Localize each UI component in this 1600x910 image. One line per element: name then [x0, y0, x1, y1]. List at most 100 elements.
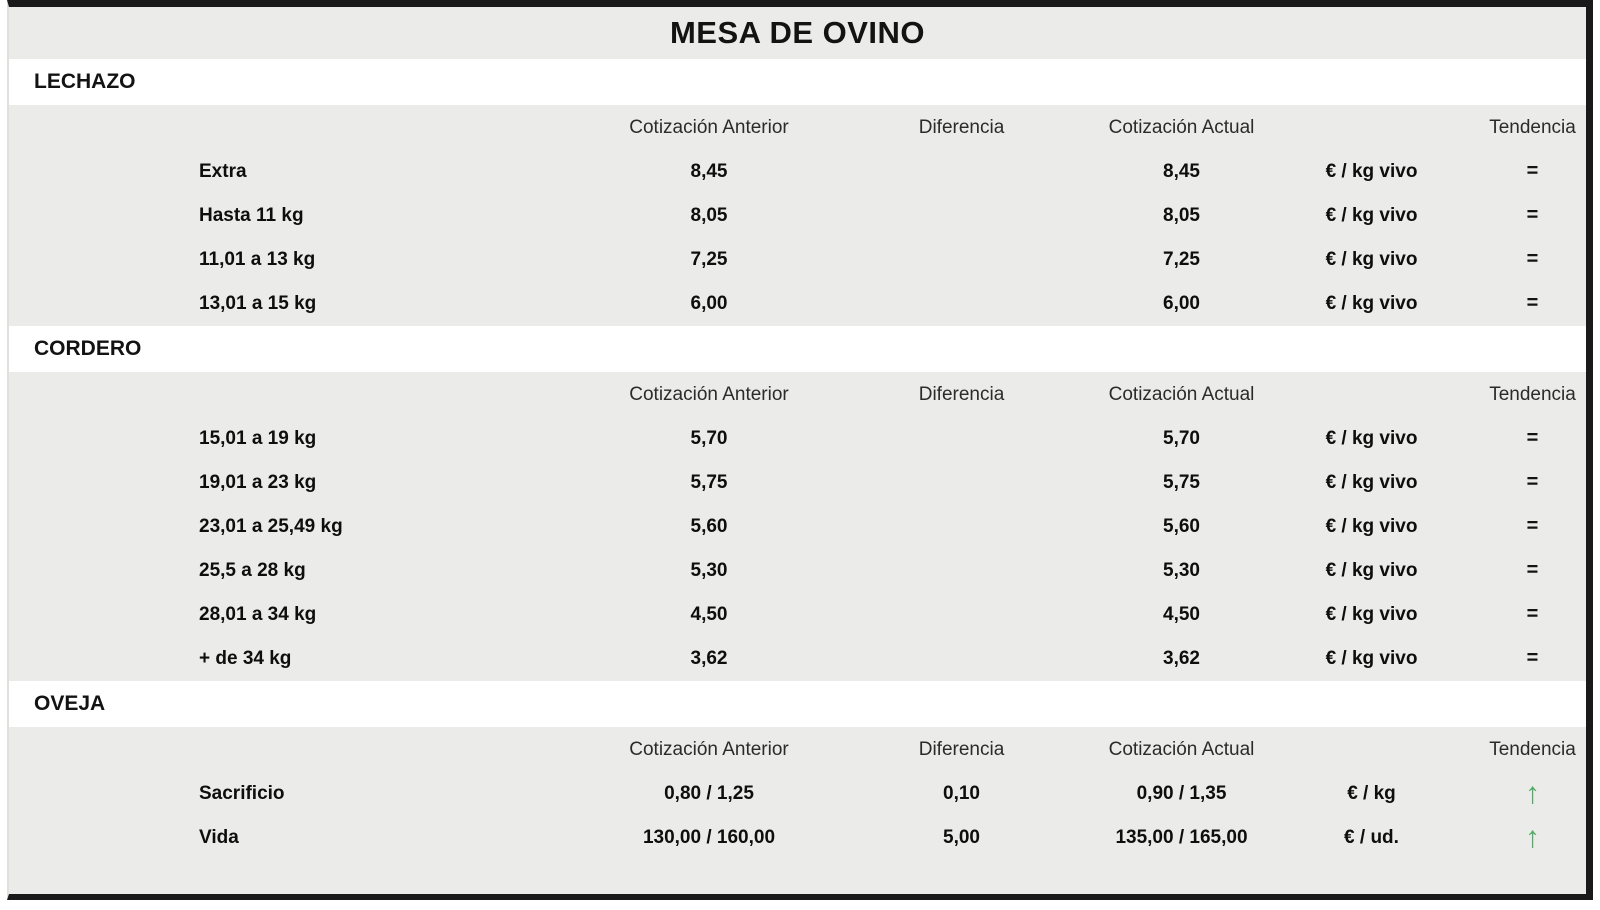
column-header-tendencia: Tendencia	[1489, 383, 1576, 405]
column-header-actual: Cotización Actual	[1108, 116, 1255, 138]
cell-cotizacion-actual: 5,60	[1163, 516, 1200, 537]
trend-equal-icon: =	[1526, 204, 1539, 226]
cell-cotizacion-actual: 5,75	[1163, 472, 1200, 493]
table-row: + de 34 kg 3,62 3,62 € / kg vivo =	[9, 637, 1586, 681]
row-label: Vida	[199, 827, 239, 848]
trend-equal-icon: =	[1526, 471, 1539, 493]
cell-tendencia: =	[1479, 560, 1586, 582]
trend-equal-icon: =	[1526, 559, 1539, 581]
cell-cotizacion-anterior: 130,00 / 160,00	[642, 827, 776, 848]
cell-cotizacion-actual: 7,25	[1163, 249, 1200, 270]
section-body: Cotización Anterior Diferencia Cotización …	[9, 727, 1586, 892]
column-header-row: Cotización Anterior Diferencia Cotización …	[9, 727, 1586, 772]
cell-cotizacion-anterior: 5,30	[690, 560, 728, 581]
cell-cotizacion-anterior: 8,45	[690, 161, 728, 182]
table-row: Extra 8,45 8,45 € / kg vivo =	[9, 150, 1586, 194]
cell-tendencia: =	[1479, 472, 1586, 494]
cell-cotizacion-actual: 135,00 / 165,00	[1115, 827, 1248, 848]
cell-tendencia: =	[1479, 604, 1586, 626]
section-body: Cotización Anterior Diferencia Cotización …	[9, 105, 1586, 326]
cell-tendencia: =	[1479, 205, 1586, 227]
trend-equal-icon: =	[1526, 292, 1539, 314]
column-header-tendencia: Tendencia	[1489, 116, 1576, 138]
trend-equal-icon: =	[1526, 647, 1539, 669]
cell-unit: € / ud.	[1344, 827, 1399, 848]
section-band: OVEJA	[9, 681, 1586, 727]
cell-unit: € / kg vivo	[1325, 472, 1418, 493]
mesa-de-ovino-table: MESA DE OVINO LECHAZO Cotización Anterior…	[7, 0, 1593, 900]
page-title: MESA DE OVINO	[669, 15, 926, 50]
cell-unit: € / kg vivo	[1325, 249, 1418, 270]
cell-cotizacion-actual: 5,30	[1163, 560, 1200, 581]
cell-cotizacion-anterior: 3,62	[690, 648, 728, 669]
trend-up-icon: ↑	[1525, 777, 1540, 810]
row-label: Extra	[199, 161, 247, 182]
row-label: 25,5 a 28 kg	[199, 560, 306, 581]
row-label: 11,01 a 13 kg	[199, 249, 316, 270]
trend-equal-icon: =	[1526, 515, 1539, 537]
trend-equal-icon: =	[1526, 160, 1539, 182]
sections-container: LECHAZO Cotización Anterior Diferencia Coti…	[9, 59, 1586, 892]
column-header-diferencia: Diferencia	[918, 116, 1005, 138]
section-lechazo: LECHAZO Cotización Anterior Diferencia Coti…	[9, 59, 1586, 326]
cell-unit: € / kg vivo	[1325, 205, 1418, 226]
section-body: Cotización Anterior Diferencia Cotización …	[9, 372, 1586, 681]
trend-equal-icon: =	[1526, 248, 1539, 270]
cell-tendencia: =	[1479, 516, 1586, 538]
table-row: 28,01 a 34 kg 4,50 4,50 € / kg vivo =	[9, 593, 1586, 637]
cell-cotizacion-anterior: 4,50	[690, 604, 728, 625]
column-header-row: Cotización Anterior Diferencia Cotización …	[9, 105, 1586, 150]
cell-tendencia: =	[1479, 648, 1586, 670]
trend-equal-icon: =	[1526, 427, 1539, 449]
cell-cotizacion-actual: 8,05	[1163, 205, 1200, 226]
row-label: Hasta 11 kg	[199, 205, 304, 226]
title-row: MESA DE OVINO	[9, 7, 1586, 59]
column-header-diferencia: Diferencia	[918, 383, 1005, 405]
column-header-row: Cotización Anterior Diferencia Cotización …	[9, 372, 1586, 417]
trend-equal-icon: =	[1526, 603, 1539, 625]
cell-tendencia: =	[1479, 161, 1586, 183]
cell-unit: € / kg vivo	[1325, 648, 1418, 669]
column-header-diferencia: Diferencia	[918, 738, 1005, 760]
cell-tendencia: =	[1479, 428, 1586, 450]
column-header-anterior: Cotización Anterior	[629, 116, 789, 138]
row-label: 15,01 a 19 kg	[199, 428, 317, 449]
cell-cotizacion-actual: 0,90 / 1,35	[1136, 783, 1227, 804]
section-band: CORDERO	[9, 326, 1586, 372]
cell-cotizacion-anterior: 7,25	[690, 249, 728, 270]
cell-tendencia: =	[1479, 293, 1586, 315]
cell-cotizacion-anterior: 8,05	[690, 205, 728, 226]
cell-cotizacion-actual: 3,62	[1163, 648, 1200, 669]
trend-up-icon: ↑	[1525, 821, 1540, 854]
table-row: 23,01 a 25,49 kg 5,60 5,60 € / kg vivo =	[9, 505, 1586, 549]
cell-cotizacion-anterior: 0,80 / 1,25	[664, 783, 754, 804]
section-title: OVEJA	[34, 692, 106, 715]
table-row: Vida 130,00 / 160,00 5,00 135,00 / 165,00 € …	[9, 816, 1586, 860]
cell-cotizacion-actual: 4,50	[1163, 604, 1200, 625]
row-label: Sacrificio	[199, 783, 285, 804]
cell-unit: € / kg vivo	[1325, 604, 1418, 625]
row-label: 19,01 a 23 kg	[199, 472, 317, 493]
section-band: LECHAZO	[9, 59, 1586, 105]
cell-cotizacion-anterior: 5,70	[690, 428, 728, 449]
table-row: 19,01 a 23 kg 5,75 5,75 € / kg vivo =	[9, 461, 1586, 505]
cell-cotizacion-actual: 6,00	[1163, 293, 1200, 314]
cell-unit: € / kg vivo	[1325, 560, 1418, 581]
section-cordero: CORDERO Cotización Anterior Diferencia Coti…	[9, 326, 1586, 681]
cell-diferencia: 5,00	[943, 827, 980, 848]
row-label: 28,01 a 34 kg	[199, 604, 317, 625]
table-row: 25,5 a 28 kg 5,30 5,30 € / kg vivo =	[9, 549, 1586, 593]
row-label: 13,01 a 15 kg	[199, 293, 317, 314]
column-header-anterior: Cotización Anterior	[629, 383, 789, 405]
cell-cotizacion-actual: 8,45	[1163, 161, 1200, 182]
cell-cotizacion-anterior: 5,75	[690, 472, 728, 493]
table-row: Hasta 11 kg 8,05 8,05 € / kg vivo =	[9, 194, 1586, 238]
cell-tendencia: =	[1479, 249, 1586, 271]
cell-diferencia: 0,10	[943, 783, 980, 804]
column-header-tendencia: Tendencia	[1489, 738, 1576, 760]
cell-unit: € / kg vivo	[1325, 293, 1418, 314]
cell-unit: € / kg vivo	[1325, 428, 1418, 449]
section-title: CORDERO	[34, 337, 142, 360]
table-row: 15,01 a 19 kg 5,70 5,70 € / kg vivo =	[9, 417, 1586, 461]
row-label: + de 34 kg	[199, 648, 292, 669]
